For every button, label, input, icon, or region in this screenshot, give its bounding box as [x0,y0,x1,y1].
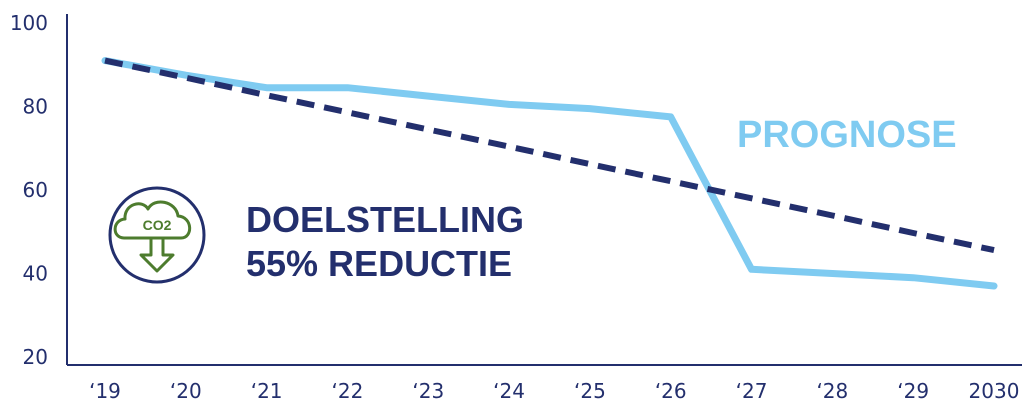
x-tick-label: ‘29 [897,379,929,403]
x-tick-label: ‘21 [251,379,283,403]
x-tick-label: ‘20 [170,379,202,403]
co2-circle [108,186,206,284]
series-line-forecast [101,57,998,290]
x-tick-label: ‘28 [816,379,848,403]
axes [66,14,1022,366]
x-tick-label: ‘23 [412,379,444,403]
co2-badge: CO2 [108,186,206,284]
x-tick-label: ‘22 [332,379,364,403]
x-tick-label: ‘27 [736,379,768,403]
down-arrow-icon [139,238,175,273]
y-tick-labels: 100 80 60 40 20 [10,11,48,369]
series-group [101,57,998,290]
target-label: DOELSTELLING 55% REDUCTIE [246,199,524,284]
series-line-target [104,57,995,254]
target-label-line-1: DOELSTELLING [246,199,524,240]
x-tick-label: ‘25 [574,379,606,403]
x-tick-label: ‘19 [89,379,121,403]
y-tick-label: 20 [23,345,48,369]
target-label-line-2: 55% REDUCTIE [246,243,512,284]
x-tick-labels: ‘19 ‘20 ‘21 ‘22 ‘23 ‘24 ‘25 ‘26 ‘27 ‘28 ‘29 2030 [89,379,1019,403]
forecast-label: PROGNOSE [737,114,957,156]
x-tick-label: ‘26 [655,379,687,403]
co2-icon-text: CO2 [143,217,172,233]
x-tick-label: ‘24 [493,379,525,403]
x-tick-label: 2030 [969,379,1020,403]
y-tick-label: 60 [23,178,48,202]
y-tick-label: 80 [23,95,48,119]
y-tick-label: 100 [10,11,48,35]
cloud-icon [113,200,192,240]
y-tick-label: 40 [23,262,48,286]
